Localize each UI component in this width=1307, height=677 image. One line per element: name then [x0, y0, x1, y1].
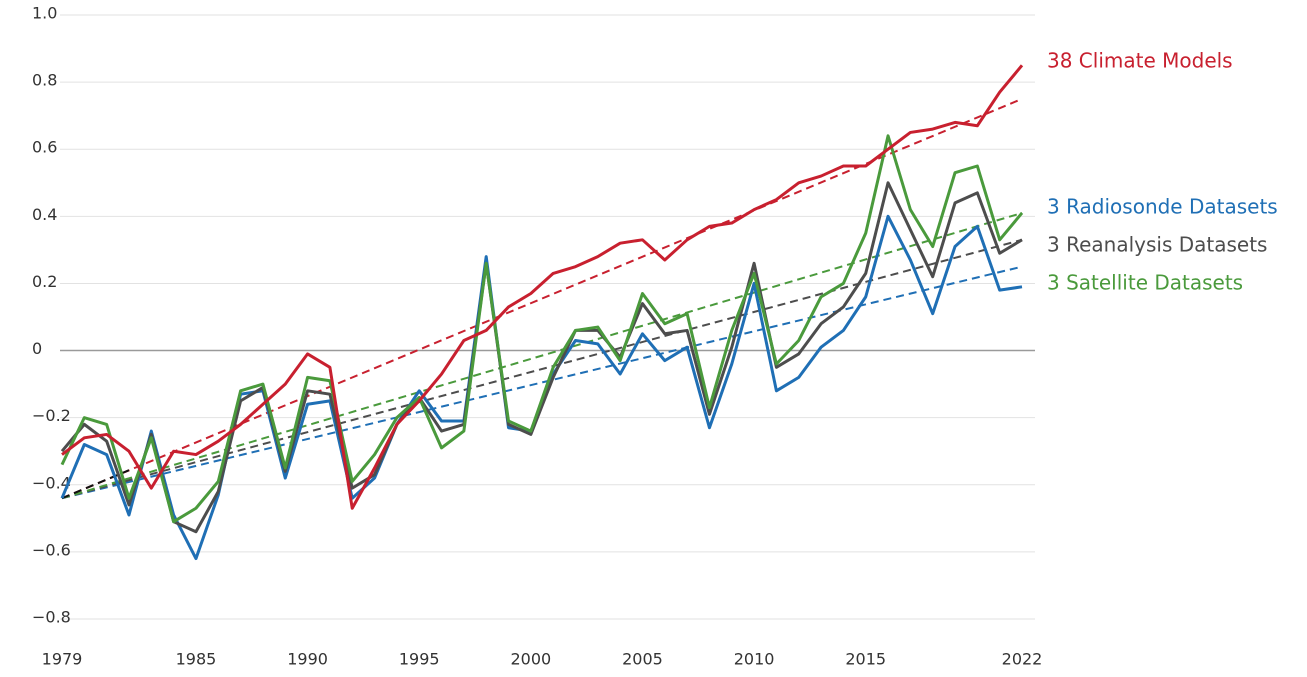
- y-tick-label: 0.4: [32, 205, 57, 224]
- y-tick-label: 0: [32, 339, 42, 358]
- trend-line: [61, 97, 1023, 500]
- series-label: 3 Satellite Datasets: [1047, 271, 1243, 295]
- x-tick-label: 1995: [399, 650, 440, 669]
- y-tick-label: 0.2: [32, 272, 57, 291]
- x-tick-label: 2022: [1002, 650, 1043, 669]
- series-label: 38 Climate Models: [1047, 49, 1233, 73]
- x-tick-label: 2000: [510, 650, 551, 669]
- x-tick-label: 1990: [287, 650, 328, 669]
- x-tick-label: 1985: [176, 650, 217, 669]
- trend-line: [61, 265, 1023, 500]
- y-tick-label: 1.0: [32, 4, 57, 23]
- series-line: [60, 181, 1023, 534]
- series-line: [60, 214, 1023, 561]
- series-line: [61, 64, 1024, 510]
- y-tick-label: −0.4: [32, 473, 71, 492]
- y-tick-label: −0.6: [32, 540, 71, 559]
- series-label: 3 Radiosonde Datasets: [1047, 195, 1278, 219]
- x-tick-label: 2010: [734, 650, 775, 669]
- trend-line: [61, 212, 1023, 500]
- y-tick-label: 0.8: [32, 71, 57, 90]
- y-tick-label: −0.8: [32, 608, 71, 627]
- x-tick-label: 2015: [845, 650, 886, 669]
- y-tick-label: 0.6: [32, 138, 57, 157]
- x-tick-label: 1979: [42, 650, 83, 669]
- series-line: [60, 134, 1024, 524]
- x-tick-label: 2005: [622, 650, 663, 669]
- series-label: 3 Reanalysis Datasets: [1047, 233, 1267, 257]
- y-tick-label: −0.2: [32, 406, 71, 425]
- trend-line: [61, 238, 1023, 500]
